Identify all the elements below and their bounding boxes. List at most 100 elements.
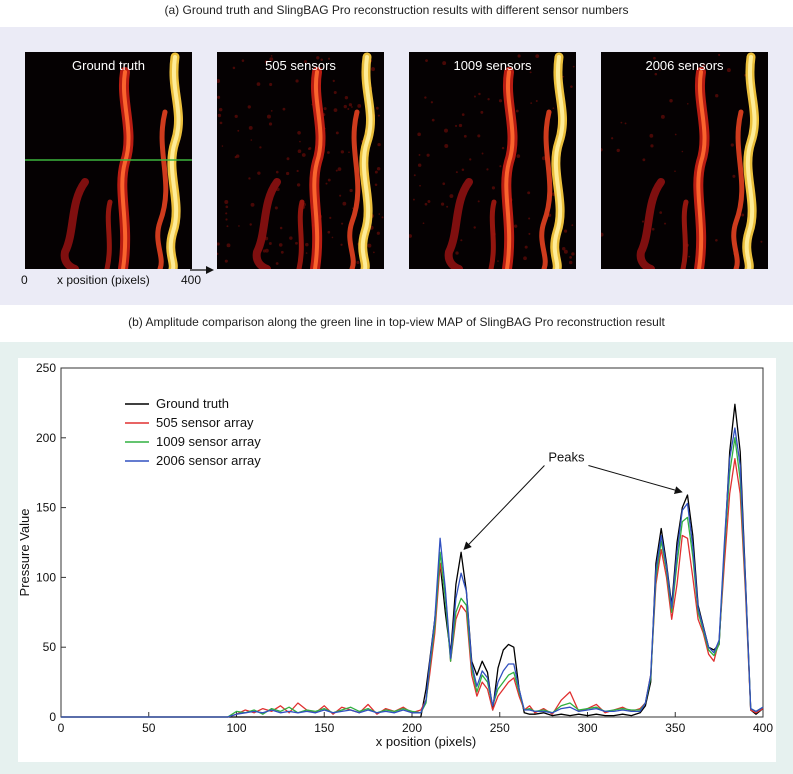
thumb-2006-sensors: 2006 sensors xyxy=(601,52,768,269)
noise-speckle xyxy=(367,243,372,248)
noise-speckle xyxy=(563,249,568,254)
noise-speckle xyxy=(232,66,236,70)
noise-speckle xyxy=(305,242,309,247)
noise-speckle xyxy=(449,194,454,198)
noise-speckle xyxy=(343,104,347,109)
noise-speckle xyxy=(650,144,654,148)
noise-speckle xyxy=(217,78,221,83)
vessel-shape xyxy=(360,55,373,269)
noise-speckle xyxy=(340,150,345,154)
noise-speckle xyxy=(455,251,459,255)
noise-speckle xyxy=(374,183,378,186)
noise-speckle xyxy=(417,132,421,137)
x-axis-arrow-icon xyxy=(190,266,214,274)
noise-speckle xyxy=(524,245,528,249)
noise-speckle xyxy=(375,106,379,110)
noise-speckle xyxy=(409,234,413,238)
noise-speckle xyxy=(249,223,252,226)
noise-speckle xyxy=(351,106,353,108)
noise-speckle xyxy=(515,109,519,113)
noise-speckle xyxy=(480,110,484,114)
noise-speckle xyxy=(264,60,268,64)
vessel-shape xyxy=(347,109,361,269)
noise-speckle xyxy=(443,128,448,133)
thumb-label: 505 sensors xyxy=(265,58,336,73)
noise-speckle xyxy=(528,217,531,220)
noise-speckle xyxy=(497,260,499,262)
vessel-shape xyxy=(680,199,689,269)
noise-speckle xyxy=(274,206,278,210)
noise-speckle xyxy=(352,207,354,210)
noise-speckle xyxy=(297,130,301,135)
noise-speckle xyxy=(316,56,320,60)
noise-speckle xyxy=(674,133,677,136)
thumb-505-sensors: 505 sensors xyxy=(217,52,384,269)
noise-speckle xyxy=(264,248,269,253)
noise-speckle xyxy=(419,184,421,187)
noise-speckle xyxy=(301,153,306,157)
noise-speckle xyxy=(270,55,273,57)
noise-speckle xyxy=(601,148,603,152)
noise-speckle xyxy=(238,225,240,227)
noise-speckle xyxy=(571,224,574,227)
noise-speckle xyxy=(331,236,334,239)
noise-speckle xyxy=(473,226,476,229)
line-chart: 0 50 100 150 200 250 300 350 400 0 50 100 150 200 250 x… xyxy=(17,361,773,749)
noise-speckle xyxy=(528,232,531,235)
thumb-label: Ground truth xyxy=(72,58,145,73)
noise-speckle xyxy=(266,114,271,119)
thumb-axis-end: 400 xyxy=(181,273,202,287)
noise-speckle xyxy=(568,260,573,265)
noise-speckle xyxy=(323,107,327,111)
noise-speckle xyxy=(221,145,224,147)
noise-speckle xyxy=(417,163,422,167)
noise-speckle xyxy=(248,177,251,180)
noise-speckle xyxy=(477,134,481,138)
noise-speckle xyxy=(681,150,684,153)
noise-speckle xyxy=(517,54,521,58)
noise-speckle xyxy=(572,65,575,68)
noise-speckle xyxy=(339,194,342,197)
noise-speckle xyxy=(535,54,540,59)
peak-arrow xyxy=(588,465,683,494)
y-axis-label: Pressure Value xyxy=(18,509,32,597)
caption-a: (a) Ground truth and SlingBAG Pro recons… xyxy=(164,3,629,17)
vessel-shape xyxy=(312,70,323,269)
noise-speckle xyxy=(499,165,502,168)
series-line xyxy=(61,437,764,718)
legend-label: 2006 sensor array xyxy=(156,453,261,468)
noise-speckle xyxy=(320,58,323,61)
noise-speckle xyxy=(327,178,331,182)
noise-speckle xyxy=(340,243,343,246)
noise-speckle xyxy=(381,216,384,219)
noise-speckle xyxy=(569,255,572,259)
vessel-shape xyxy=(696,70,707,269)
noise-speckle xyxy=(378,213,381,215)
noise-speckle xyxy=(377,142,381,147)
noise-speckle xyxy=(327,151,330,154)
noise-speckle xyxy=(234,155,238,159)
noise-speckle xyxy=(442,61,447,66)
noise-speckle xyxy=(455,171,458,174)
noise-speckle xyxy=(348,151,350,154)
noise-speckle xyxy=(446,205,449,208)
noise-speckle xyxy=(304,60,308,64)
noise-speckle xyxy=(715,94,719,98)
noise-speckle xyxy=(341,222,344,225)
noise-speckle xyxy=(715,238,718,242)
noise-speckle xyxy=(642,158,646,162)
x-axis-label: x position (pixels) xyxy=(376,734,476,749)
noise-speckle xyxy=(688,255,691,258)
noise-speckle xyxy=(217,242,220,246)
noise-speckle xyxy=(225,218,228,221)
legend-label: 505 sensor array xyxy=(156,415,254,430)
noise-speckle xyxy=(295,79,299,83)
noise-speckle xyxy=(295,241,298,245)
noise-speckle xyxy=(664,222,667,225)
vessel-shape xyxy=(155,109,169,269)
y-tick-label: 100 xyxy=(36,570,56,584)
legend-label: 1009 sensor array xyxy=(156,434,261,449)
noise-speckle xyxy=(225,205,229,209)
noise-speckle xyxy=(458,123,463,128)
y-tick-label: 200 xyxy=(36,431,56,445)
